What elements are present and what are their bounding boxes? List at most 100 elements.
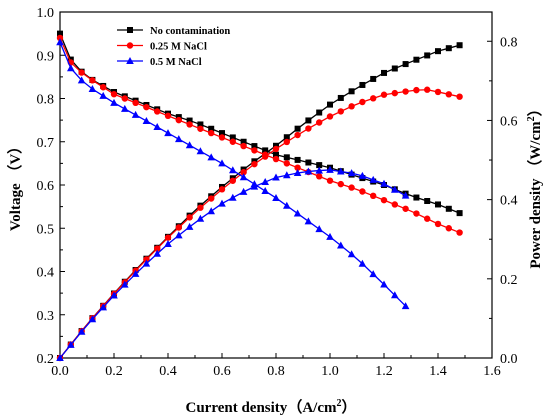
power-point <box>208 195 215 202</box>
power-point <box>316 119 323 126</box>
voltage-point <box>240 142 247 150</box>
y-left-tick-label: 0.9 <box>37 49 55 64</box>
power-point <box>348 88 355 95</box>
power-point <box>327 101 333 108</box>
power-point <box>197 204 204 211</box>
power-point <box>370 75 377 82</box>
power-point <box>185 222 194 230</box>
voltage-point <box>304 217 313 225</box>
power-point <box>143 256 150 263</box>
power-point <box>424 86 431 93</box>
power-point <box>358 171 367 179</box>
power-point <box>218 186 226 193</box>
series-2 <box>56 38 410 361</box>
voltage-point <box>131 110 140 118</box>
y-left-tick-label: 0.7 <box>37 136 55 151</box>
voltage-point <box>424 198 431 205</box>
voltage-point <box>186 117 193 124</box>
series-1 <box>56 34 463 362</box>
voltage-point <box>219 130 225 137</box>
voltage-point <box>229 166 237 174</box>
voltage-point <box>239 173 248 181</box>
voltage-point <box>348 184 355 191</box>
power-point <box>294 131 301 139</box>
power-point <box>294 125 301 132</box>
y-right-tick-label: 0.4 <box>500 194 518 209</box>
voltage-point <box>99 91 107 99</box>
voltage-point <box>110 90 118 98</box>
power-point <box>435 48 441 55</box>
y-right-tick-label: 0.8 <box>500 35 518 50</box>
voltage-point <box>380 280 388 288</box>
power-point <box>283 171 291 179</box>
power-point <box>110 291 118 299</box>
power-point <box>401 191 410 199</box>
axes: 0.0 0.2 0.4 0.6 0.8 1.0 1.2 1.4 1.60.20.30.40.50… <box>37 6 518 379</box>
x-tick-label: 0.4 <box>159 364 177 379</box>
voltage-point <box>143 103 150 111</box>
y-right-tick-label: 0.6 <box>500 114 518 129</box>
voltage-point <box>208 125 215 132</box>
legend-marker <box>126 57 134 64</box>
power-point <box>293 169 302 177</box>
voltage-point <box>262 147 269 154</box>
voltage-point <box>153 123 161 131</box>
power-point <box>272 173 280 181</box>
voltage-point <box>413 210 420 217</box>
voltage-point <box>337 180 344 188</box>
power-point <box>348 103 355 110</box>
power-point <box>337 108 344 115</box>
voltage-point <box>358 259 367 267</box>
power-point <box>391 65 398 72</box>
power-point <box>381 69 387 76</box>
voltage-point <box>294 164 301 171</box>
power-line <box>59 89 460 359</box>
voltage-point <box>100 84 107 91</box>
power-point <box>380 91 388 98</box>
power-point <box>370 95 377 102</box>
voltage-point <box>326 177 334 184</box>
power-point <box>326 113 334 120</box>
power-point <box>262 153 269 160</box>
voltage-point <box>456 229 463 236</box>
power-point <box>142 259 151 267</box>
voltage-point <box>110 98 118 106</box>
voltage-point <box>121 104 129 112</box>
power-point <box>316 109 323 116</box>
voltage-point <box>293 209 302 217</box>
voltage-point <box>197 125 204 132</box>
power-point <box>337 167 345 175</box>
legend-marker <box>126 42 134 49</box>
power-point <box>99 303 107 311</box>
plot-frame <box>59 11 493 359</box>
power-point <box>413 56 420 63</box>
voltage-point <box>251 143 258 150</box>
voltage-point <box>273 151 279 158</box>
voltage-point <box>347 250 356 258</box>
power-point <box>175 231 183 239</box>
voltage-point <box>67 64 75 72</box>
power-point <box>337 94 344 101</box>
power-point <box>121 280 129 288</box>
power-point <box>347 169 356 177</box>
voltage-point <box>283 154 290 161</box>
power-point <box>186 214 193 221</box>
power-point <box>196 214 205 222</box>
y-left-tick-label: 0.4 <box>37 266 55 281</box>
voltage-point <box>380 196 388 204</box>
voltage-point <box>337 241 345 249</box>
power-point <box>251 160 258 168</box>
voltage-point <box>359 188 366 195</box>
x-tick-label: 1.6 <box>483 364 501 379</box>
power-point <box>153 249 161 257</box>
power-point <box>272 145 280 153</box>
voltage-point <box>369 270 377 278</box>
power-point <box>402 61 409 68</box>
power-point <box>77 327 86 335</box>
power-point <box>67 340 75 348</box>
y-left-tick-label: 1.0 <box>37 6 55 21</box>
voltage-point <box>196 147 205 155</box>
power-point <box>445 45 452 52</box>
y-right-tick-label: 0.2 <box>500 273 518 288</box>
